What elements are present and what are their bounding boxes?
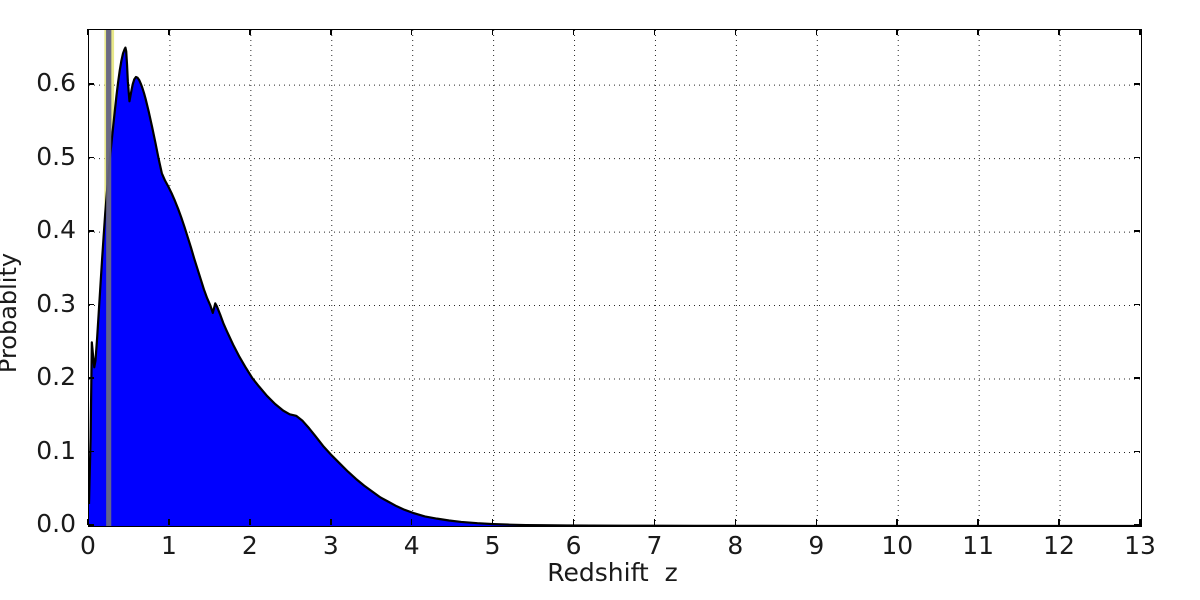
- x-tick-top-3: [329, 29, 332, 35]
- x-tick-label-5: 5: [484, 531, 501, 560]
- x-tick-3: [329, 519, 332, 525]
- x-tick-top-2: [249, 29, 251, 35]
- x-axis-title: Redshift z: [547, 558, 678, 587]
- x-tick-label-2: 2: [241, 531, 258, 560]
- x-tick-top-8: [734, 29, 737, 35]
- x-tick-11: [977, 519, 979, 525]
- y-tick-0.0: [88, 524, 94, 526]
- plot-clip: [89, 30, 1141, 526]
- y-tick-right-0.4: [1134, 230, 1140, 232]
- x-tick-label-4: 4: [403, 531, 420, 560]
- y-tick-label-0.4: 0.4: [36, 215, 76, 245]
- y-tick-right-0.0: [1134, 524, 1140, 526]
- y-tick-label-0.3: 0.3: [36, 288, 76, 318]
- x-tick-top-10: [896, 29, 899, 35]
- x-tick-5: [491, 519, 494, 525]
- x-tick-1: [168, 519, 170, 525]
- x-tick-label-3: 3: [322, 531, 339, 560]
- x-tick-top-12: [1058, 29, 1060, 35]
- y-tick-0.4: [88, 230, 94, 232]
- x-tick-label-13: 13: [1124, 531, 1156, 560]
- x-tick-12: [1058, 519, 1060, 525]
- x-tick-top-6: [572, 29, 575, 35]
- grid-lines: [89, 30, 1141, 526]
- x-tick-top-4: [410, 29, 413, 35]
- x-tick-8: [734, 519, 737, 525]
- x-tick-10: [896, 519, 899, 525]
- x-tick-top-13: [1139, 29, 1141, 35]
- x-tick-6: [572, 519, 575, 525]
- y-tick-right-0.6: [1134, 83, 1140, 85]
- x-tick-label-8: 8: [727, 531, 744, 560]
- y-tick-label-0.0: 0.0: [36, 509, 76, 538]
- y-tick-label-0.1: 0.1: [36, 435, 76, 465]
- x-tick-top-5: [491, 29, 494, 35]
- y-tick-0.3: [88, 303, 94, 306]
- x-tick-9: [815, 519, 818, 525]
- x-tick-label-10: 10: [881, 531, 914, 560]
- x-tick-top-9: [815, 29, 818, 35]
- y-tick-right-0.3: [1134, 303, 1140, 306]
- x-tick-label-0: 0: [80, 531, 96, 560]
- x-tick-label-11: 11: [962, 531, 995, 560]
- x-tick-top-0: [87, 29, 89, 35]
- plot-area: [88, 29, 1142, 527]
- x-tick-label-12: 12: [1043, 531, 1075, 560]
- x-tick-top-11: [977, 29, 979, 35]
- y-tick-0.2: [88, 377, 94, 379]
- y-tick-label-0.6: 0.6: [36, 68, 76, 98]
- x-tick-label-6: 6: [565, 531, 582, 560]
- x-tick-top-1: [168, 29, 170, 35]
- y-tick-right-0.1: [1134, 450, 1140, 453]
- y-tick-label-0.5: 0.5: [36, 141, 76, 171]
- x-tick-0: [87, 519, 89, 525]
- y-tick-right-0.5: [1134, 156, 1140, 159]
- x-tick-label-1: 1: [160, 531, 177, 560]
- probability-density-curve: [89, 30, 1141, 526]
- x-tick-13: [1139, 519, 1141, 525]
- best-fit-redshift-band-overlay: [106, 30, 112, 526]
- x-tick-label-9: 9: [808, 531, 825, 560]
- y-tick-right-0.2: [1134, 377, 1140, 379]
- x-tick-4: [410, 519, 413, 525]
- x-tick-2: [249, 519, 251, 525]
- x-tick-label-7: 7: [646, 531, 663, 560]
- y-axis-title: Probablity: [0, 252, 22, 374]
- x-tick-7: [653, 519, 656, 525]
- y-tick-0.6: [88, 83, 94, 85]
- x-tick-top-7: [653, 29, 656, 35]
- y-tick-0.1: [88, 450, 94, 453]
- y-tick-label-0.2: 0.2: [36, 362, 76, 392]
- y-tick-0.5: [88, 156, 94, 159]
